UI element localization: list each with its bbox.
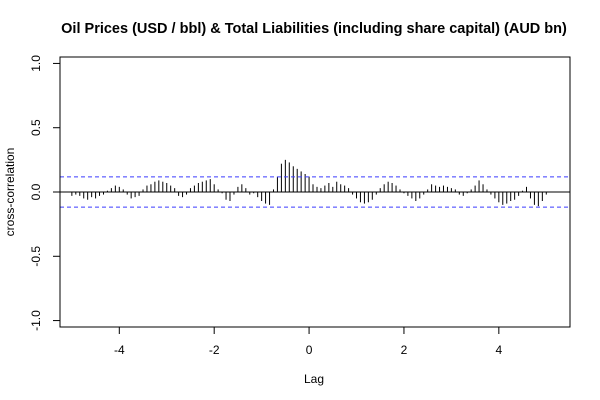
y-tick-label: 1.0 [29, 55, 43, 72]
y-tick-label: 0.0 [29, 183, 43, 200]
x-tick-label: -2 [209, 343, 220, 357]
y-tick-label: -1.0 [29, 310, 43, 331]
y-tick-label: 0.5 [29, 119, 43, 136]
x-axis-title: Lag [304, 372, 324, 386]
y-axis: -1.0 -0.5 0.0 0.5 1.0 [29, 55, 61, 331]
chart-title: Oil Prices (USD / bbl) & Total Liabiliti… [61, 21, 567, 37]
y-axis-title: cross-correlation [3, 148, 17, 237]
x-axis: -4 -2 0 2 4 [114, 326, 502, 357]
x-tick-label: 2 [401, 343, 408, 357]
x-tick-label: -4 [114, 343, 125, 357]
x-tick-label: 0 [306, 343, 313, 357]
y-tick-label: -0.5 [29, 246, 43, 267]
x-tick-label: 4 [495, 343, 502, 357]
bars-group [71, 159, 547, 207]
